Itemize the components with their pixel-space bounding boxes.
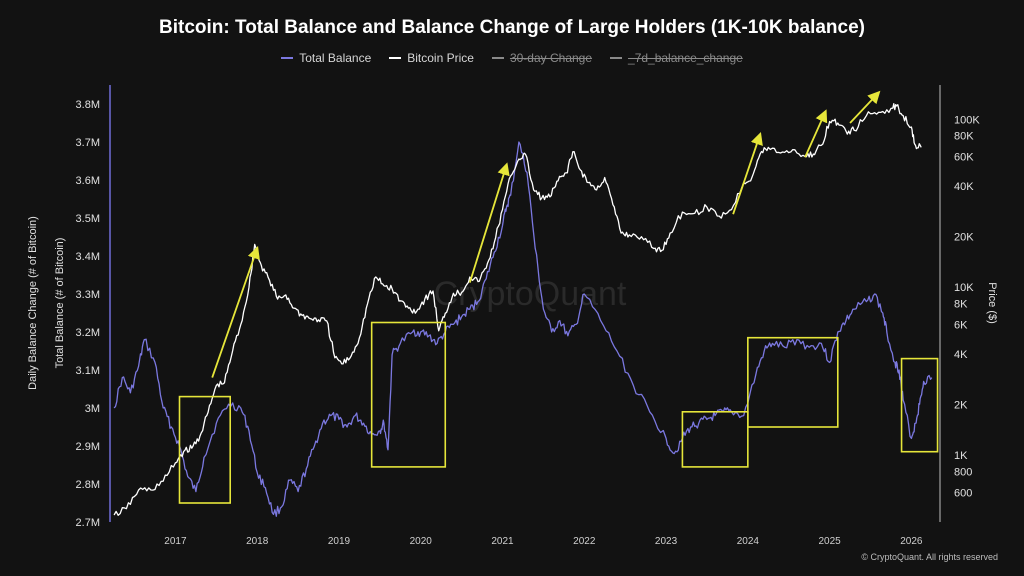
y-axis-label-outer: Daily Balance Change (# of Bitcoin) (27, 216, 39, 390)
y-axis-label-right: Price ($) (986, 282, 998, 324)
highlight-box (681, 410, 749, 468)
y-right-tick-label: 1K (954, 450, 968, 462)
legend-swatch (610, 57, 623, 59)
legend-item-30-day-change[interactable]: 30-day Change (491, 51, 593, 65)
y-left-tick-label: 3.4M (76, 251, 100, 263)
x-tick-label: 2021 (491, 536, 514, 547)
legend-item-total-balance[interactable]: Total Balance (281, 51, 371, 65)
y-right-tick-label: 100K (954, 114, 980, 126)
legend-swatch (281, 57, 294, 59)
y-right-tick-label: 40K (954, 181, 974, 193)
legend-swatch (491, 57, 504, 59)
y-left-tick-label: 3.8M (76, 99, 100, 111)
legend-swatch (389, 57, 402, 59)
y-left-tick-label: 2.9M (76, 441, 100, 453)
y-left-tick-label: 3.3M (76, 289, 100, 301)
chart-title: Bitcoin: Total Balance and Balance Chang… (159, 17, 865, 38)
x-tick-label: 2025 (818, 536, 841, 547)
y-right-tick-label: 20K (954, 232, 974, 244)
legend-item-bitcoin-price[interactable]: Bitcoin Price (389, 51, 474, 65)
trend-arrow (211, 246, 260, 378)
trend-arrow (468, 162, 510, 283)
trend-arrow (849, 90, 881, 124)
highlight-box (900, 357, 939, 453)
y-right-tick-label: 60K (954, 152, 974, 164)
y-axis-label-left: Total Balance (# of Bitcoin) (54, 238, 66, 369)
y-right-tick-label: 4K (954, 349, 968, 361)
x-tick-label: 2024 (737, 536, 760, 547)
highlight-box (178, 395, 232, 504)
legend-label: Bitcoin Price (407, 51, 474, 65)
y-right-tick-label: 80K (954, 131, 974, 143)
y-right-tick-label: 10K (954, 282, 974, 294)
y-left-tick-label: 3.1M (76, 365, 100, 377)
legend-label: _7d_balance_change (628, 51, 743, 65)
x-tick-label: 2017 (164, 536, 187, 547)
copyright-credit: © CryptoQuant. All rights reserved (861, 552, 998, 562)
y-left-tick-label: 3M (85, 403, 100, 415)
y-left-tick-label: 3.6M (76, 175, 100, 187)
legend-label: 30-day Change (509, 51, 593, 65)
y-left-tick-label: 3.7M (76, 137, 100, 149)
highlight-box (370, 321, 447, 468)
y-left-tick-label: 2.8M (76, 479, 100, 491)
y-right-tick-label: 6K (954, 319, 968, 331)
x-tick-label: 2022 (573, 536, 596, 547)
x-tick-label: 2019 (328, 536, 351, 547)
highlight-box (747, 336, 839, 428)
trend-arrow (732, 132, 763, 215)
y-left-tick-label: 2.7M (76, 517, 100, 529)
y-right-tick-label: 600 (954, 487, 972, 499)
y-right-tick-label: 2K (954, 400, 968, 412)
y-left-tick-label: 3.2M (76, 327, 100, 339)
legend-label: Total Balance (299, 51, 372, 65)
y-right-tick-label: 800 (954, 466, 972, 478)
watermark: CryptoQuant (434, 275, 627, 313)
y-left-tick-label: 3.5M (76, 213, 100, 225)
chart-legend: Total Balance Bitcoin Price 30-day Chang… (0, 51, 1024, 65)
x-tick-label: 2018 (246, 536, 269, 547)
legend-item-7d-balance-change[interactable]: _7d_balance_change (610, 51, 743, 65)
x-tick-label: 2023 (655, 536, 678, 547)
x-tick-label: 2020 (410, 536, 433, 547)
y-right-tick-label: 8K (954, 299, 968, 311)
x-tick-label: 2026 (900, 536, 923, 547)
total-balance-line (113, 141, 933, 517)
trend-arrow (804, 109, 828, 158)
